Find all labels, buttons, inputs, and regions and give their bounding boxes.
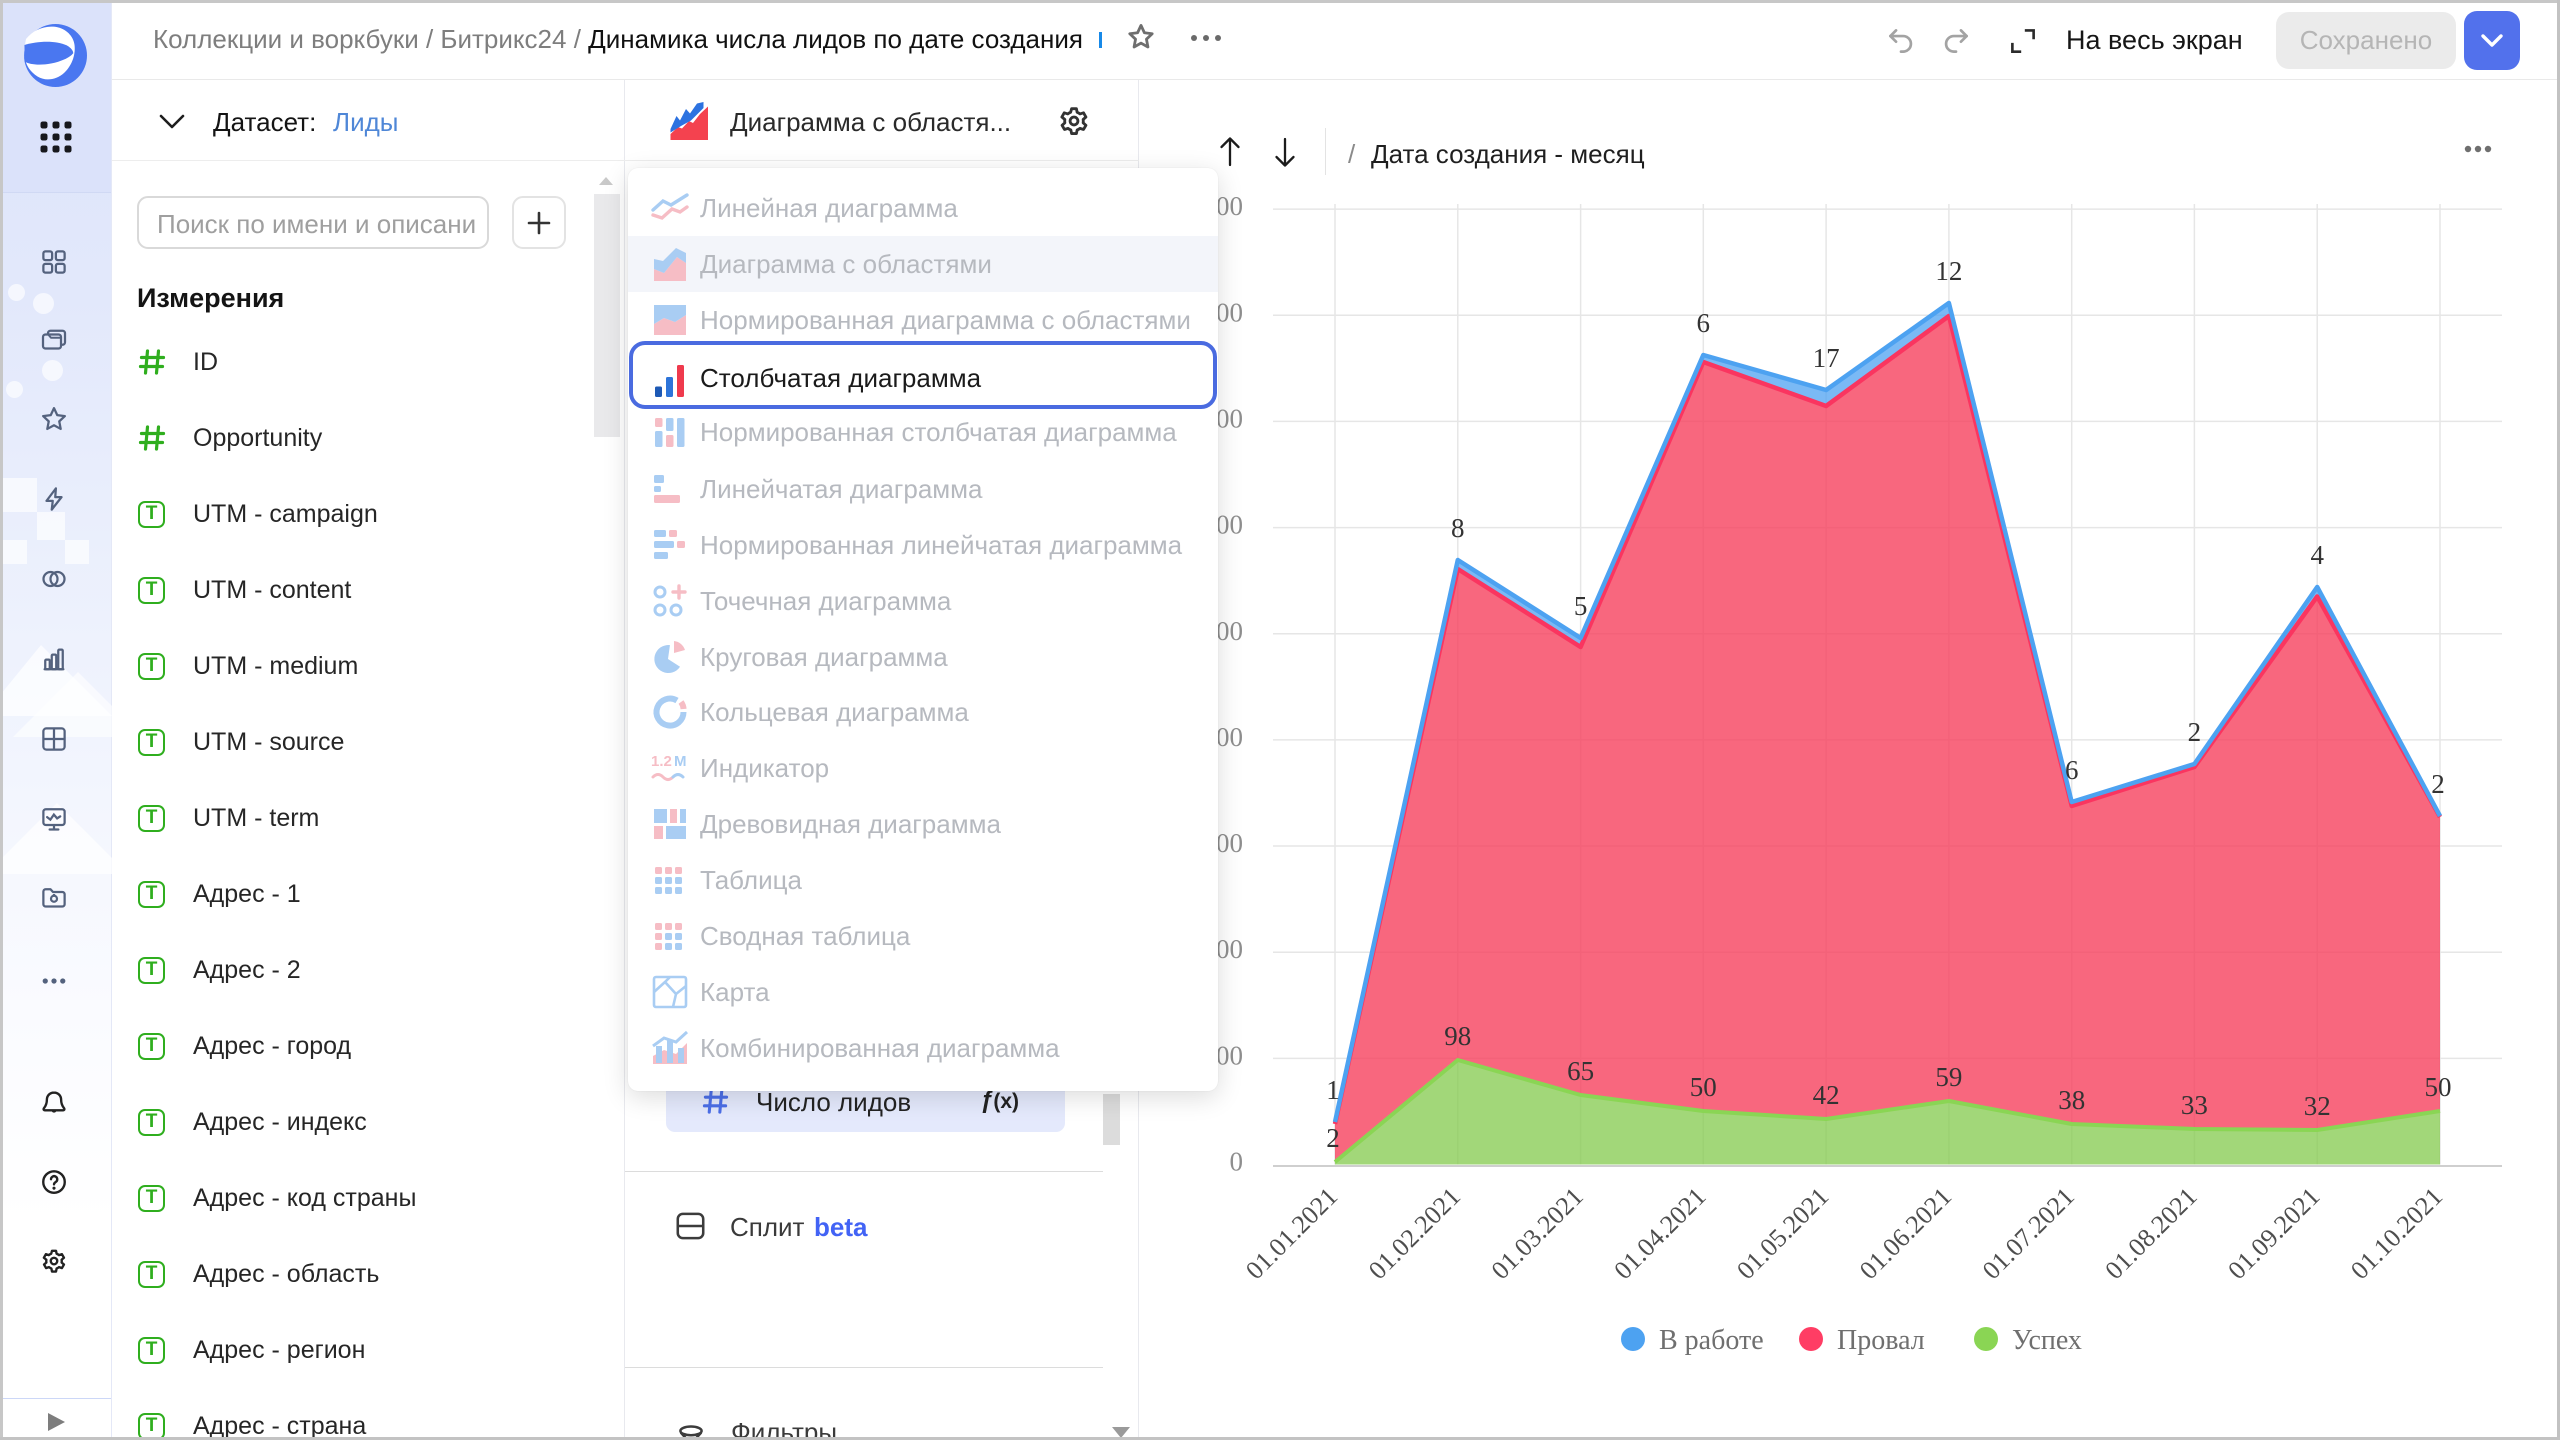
svg-text:32: 32 bbox=[2304, 1091, 2331, 1121]
svg-text:01.03.2021: 01.03.2021 bbox=[1486, 1182, 1589, 1285]
svg-text:01.06.2021: 01.06.2021 bbox=[1854, 1182, 1957, 1285]
svg-text:98: 98 bbox=[1444, 1021, 1471, 1051]
svg-text:1: 1 bbox=[1326, 1075, 1340, 1105]
svg-text:M: M bbox=[674, 753, 687, 770]
svg-text:5: 5 bbox=[1574, 591, 1588, 621]
svg-text:2: 2 bbox=[2188, 717, 2202, 747]
svg-text:0: 0 bbox=[1230, 1147, 1244, 1177]
svg-text:2: 2 bbox=[2431, 769, 2445, 799]
svg-text:33: 33 bbox=[2181, 1090, 2208, 1120]
svg-text:01.01.2021: 01.01.2021 bbox=[1240, 1182, 1343, 1285]
svg-text:4: 4 bbox=[2310, 540, 2324, 570]
svg-text:Провал: Провал bbox=[1837, 1325, 1925, 1356]
svg-text:2: 2 bbox=[1326, 1123, 1340, 1153]
svg-text:01.10.2021: 01.10.2021 bbox=[2345, 1182, 2448, 1285]
svg-text:50: 50 bbox=[2425, 1072, 2452, 1102]
svg-text:В работе: В работе bbox=[1659, 1325, 1764, 1356]
svg-text:59: 59 bbox=[1935, 1062, 1962, 1092]
svg-text:01.07.2021: 01.07.2021 bbox=[1977, 1182, 2080, 1285]
svg-text:Успех: Успех bbox=[2012, 1325, 2082, 1356]
svg-text:12: 12 bbox=[1935, 256, 1962, 286]
svg-text:65: 65 bbox=[1567, 1056, 1594, 1086]
svg-text:01.04.2021: 01.04.2021 bbox=[1608, 1182, 1711, 1285]
svg-text:01.08.2021: 01.08.2021 bbox=[2099, 1182, 2202, 1285]
svg-text:17: 17 bbox=[1813, 343, 1840, 373]
svg-text:8: 8 bbox=[1451, 513, 1465, 543]
svg-text:01.02.2021: 01.02.2021 bbox=[1363, 1182, 1466, 1285]
svg-text:42: 42 bbox=[1813, 1080, 1840, 1110]
svg-text:01.05.2021: 01.05.2021 bbox=[1731, 1182, 1834, 1285]
svg-text:01.09.2021: 01.09.2021 bbox=[2222, 1182, 2325, 1285]
svg-text:38: 38 bbox=[2058, 1085, 2085, 1115]
svg-text:50: 50 bbox=[1690, 1072, 1717, 1102]
svg-text:6: 6 bbox=[2065, 755, 2079, 785]
svg-text:6: 6 bbox=[1697, 308, 1711, 338]
svg-text:1.2: 1.2 bbox=[651, 753, 672, 770]
